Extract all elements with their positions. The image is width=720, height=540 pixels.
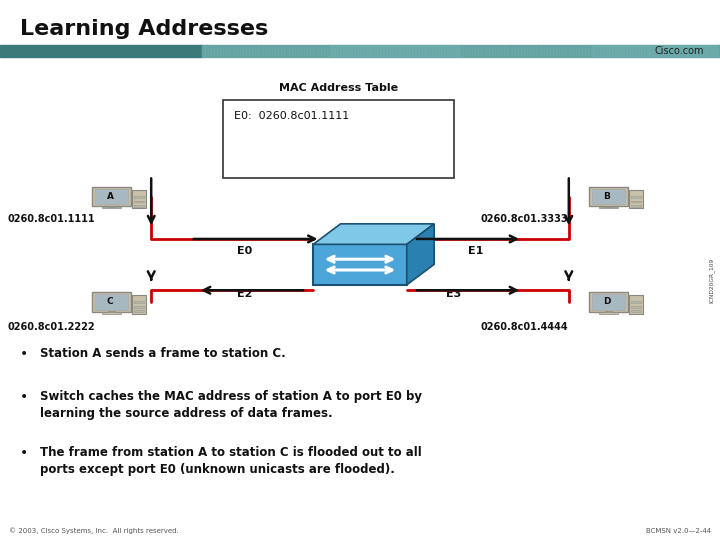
Bar <box>135 310 144 312</box>
Bar <box>631 205 641 207</box>
Bar <box>629 190 643 208</box>
Bar <box>135 196 144 198</box>
Bar <box>108 206 115 207</box>
Bar <box>92 187 131 206</box>
Bar <box>592 189 625 204</box>
Text: 0260.8c01.3333: 0260.8c01.3333 <box>480 214 568 224</box>
Text: E0:  0260.8c01.1111: E0: 0260.8c01.1111 <box>234 111 349 121</box>
Bar <box>0 45 202 57</box>
Text: D: D <box>603 298 611 306</box>
Text: C: C <box>107 298 114 306</box>
Bar <box>132 190 146 208</box>
Bar <box>135 205 144 207</box>
Bar <box>599 312 618 314</box>
Text: A: A <box>107 192 114 201</box>
Bar <box>589 187 628 206</box>
Polygon shape <box>407 224 434 285</box>
Bar <box>631 310 641 312</box>
Bar <box>132 295 146 314</box>
Bar <box>95 189 128 204</box>
Text: © 2003, Cisco Systems, Inc.  All rights reserved.: © 2003, Cisco Systems, Inc. All rights r… <box>9 527 179 534</box>
Bar <box>95 294 128 309</box>
Text: Switch caches the MAC address of station A to port E0 by
learning the source add: Switch caches the MAC address of station… <box>40 390 422 420</box>
Text: ICND20GR_109: ICND20GR_109 <box>708 258 714 303</box>
Text: •: • <box>20 347 28 361</box>
Bar <box>108 311 115 313</box>
Text: Learning Addresses: Learning Addresses <box>20 19 269 39</box>
Bar <box>631 200 641 202</box>
Bar <box>592 294 625 309</box>
Bar <box>605 311 612 313</box>
Bar <box>223 100 454 178</box>
Text: •: • <box>20 446 28 460</box>
Bar <box>631 306 641 308</box>
Bar <box>135 301 144 303</box>
Text: •: • <box>20 390 28 404</box>
Bar <box>589 292 628 312</box>
Text: B: B <box>603 192 611 201</box>
Text: E3: E3 <box>446 289 462 299</box>
Bar <box>102 312 121 314</box>
Text: MAC Address Table: MAC Address Table <box>279 83 398 93</box>
Bar <box>629 295 643 314</box>
Bar <box>202 45 720 57</box>
Polygon shape <box>313 224 434 244</box>
Text: Cisco.com: Cisco.com <box>654 46 704 56</box>
Bar <box>135 200 144 202</box>
Bar <box>605 206 612 207</box>
Text: The frame from station A to station C is flooded out to all
ports except port E0: The frame from station A to station C is… <box>40 446 421 476</box>
Bar <box>92 292 131 312</box>
Text: 0260.8c01.4444: 0260.8c01.4444 <box>480 322 568 332</box>
Bar <box>102 207 121 208</box>
Bar <box>631 301 641 303</box>
Text: Station A sends a frame to station C.: Station A sends a frame to station C. <box>40 347 285 360</box>
Bar <box>313 244 407 285</box>
Bar <box>631 196 641 198</box>
Text: BCMSN v2.0—2-44: BCMSN v2.0—2-44 <box>647 528 711 534</box>
Text: 0260.8c01.2222: 0260.8c01.2222 <box>7 322 95 332</box>
Text: E0: E0 <box>237 246 252 256</box>
Text: 0260.8c01.1111: 0260.8c01.1111 <box>7 214 95 224</box>
Text: E2: E2 <box>237 289 252 299</box>
Bar <box>135 306 144 308</box>
Text: E1: E1 <box>468 246 483 256</box>
Bar <box>599 207 618 208</box>
